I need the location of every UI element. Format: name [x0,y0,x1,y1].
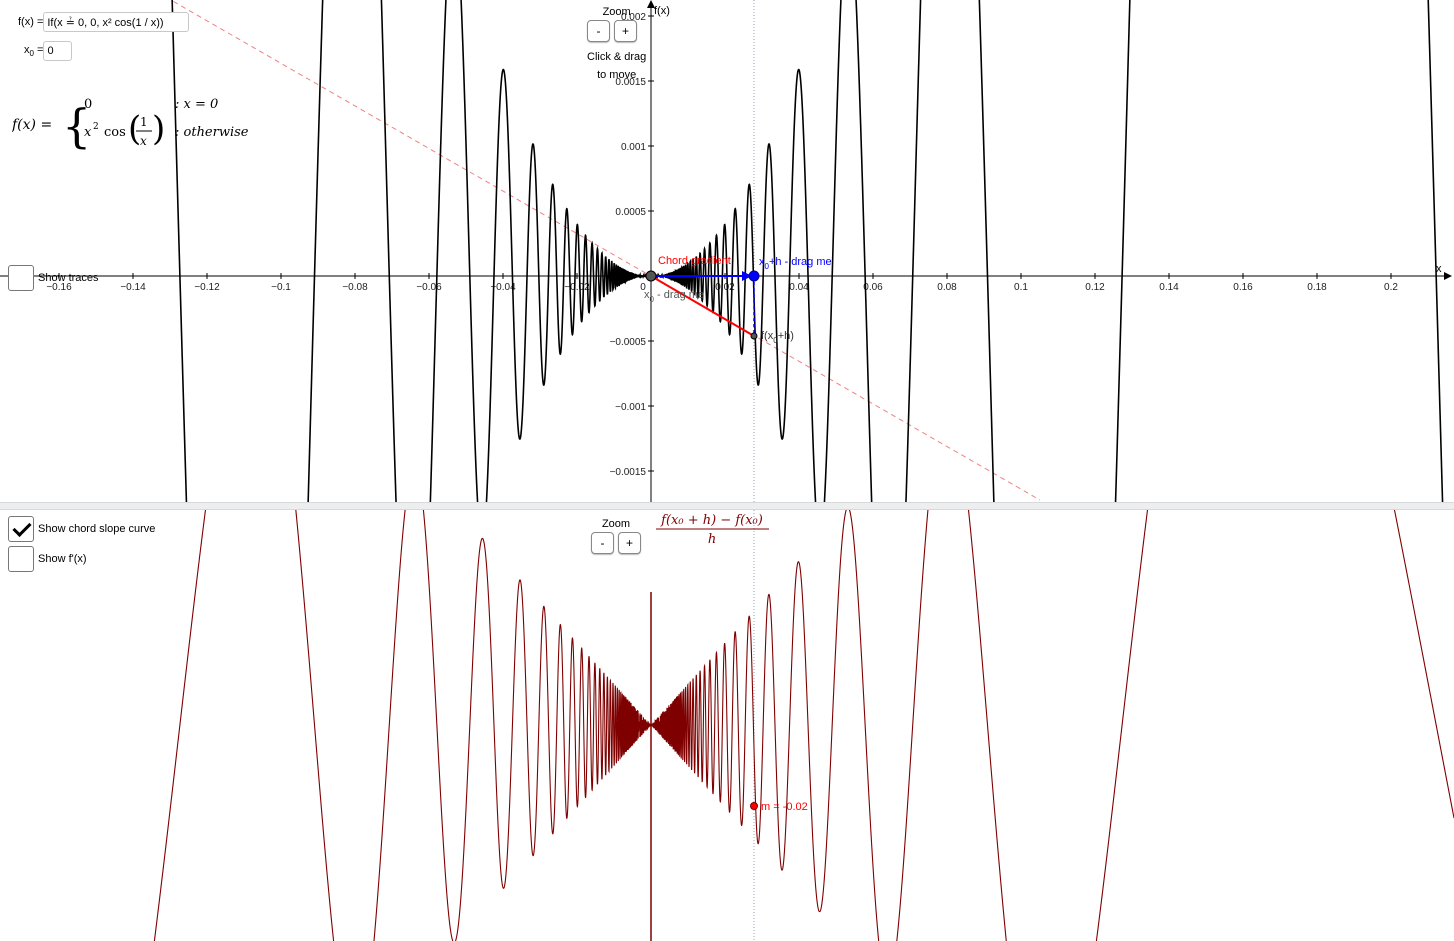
zoom-hint-line2: to move [597,69,637,81]
show-traces-row[interactable]: Show traces [8,265,99,291]
formula-case2-exp: 2 [93,122,99,132]
formula-frac-den: x [140,134,147,148]
top-graph-canvas[interactable]: −0.16 −0.14 −0.12 −0.1 −0.08 −0.06 −0.04 −0.02 0… [0,0,1454,502]
show-fprime-row[interactable]: Show f'(x) [8,546,87,572]
x0-point[interactable] [645,270,657,282]
x-axis-arrow [1444,272,1452,280]
show-chord-slope-row[interactable]: Show chord slope curve [8,516,155,542]
graphics-view-top[interactable]: −0.16 −0.14 −0.12 −0.1 −0.08 −0.06 −0.04 −0.02 0… [0,0,1454,502]
x-tick-label: 0.18 [1307,282,1327,293]
x-tick-label: 0.04 [789,282,809,293]
y-axis-arrow [647,0,655,8]
show-fprime-label: Show f'(x) [38,553,87,565]
x0-input-row: x0 = [24,41,73,61]
y-tick-label: 0.0015 [615,77,646,88]
y-tick-label: 0.002 [621,12,646,23]
function-input-label: f(x) = [18,16,44,28]
x-tick-label: 0.16 [1233,282,1253,293]
x-tick-label: 0.08 [937,282,957,293]
y-axis-label: f(x) [654,5,670,17]
x-tick-label: 0.06 [863,282,883,293]
top-zoom-in-button[interactable]: + [614,20,637,42]
h-arrow-head [742,271,752,281]
formula-paren-right: ) [152,109,165,149]
chord-slope-title-den: h [708,532,716,547]
chord-slope-curve [153,510,1454,941]
formula-case1-cond: : x = 0 [175,97,218,112]
x-tick-label: 0.2 [1384,282,1398,293]
x0h-drag-label: x0+h - drag me [759,256,832,271]
x-tick-label: −0.04 [490,282,516,293]
x0-plus-h-point[interactable] [748,270,760,282]
formula-frac-num: 1 [140,115,148,129]
chord-slope-title-num: f(x₀ + h) − f(x₀) [660,513,763,528]
formula-case2-cos: cos [104,125,126,140]
y-tick-label: 0.001 [621,142,646,153]
show-traces-checkbox[interactable] [8,265,34,291]
slope-m-label: m = -0.02 [761,801,808,813]
x-tick-label: 0 [640,282,646,293]
slope-point[interactable] [750,802,758,810]
y-tick-label: −0.0005 [610,337,647,348]
chord-gradient-label: Chord gradient [658,255,731,267]
show-chord-slope-checkbox[interactable] [8,516,34,542]
top-zoom-out-button[interactable]: - [587,20,610,42]
bottom-zoom-label: Zoom [601,518,631,530]
top-zoom-label: Zoom [602,6,631,18]
zoom-hint-line1: Click & drag [587,51,647,63]
x-tick-label: 0.02 [715,282,735,293]
f-x0-plus-h-point [750,332,758,340]
x-tick-label: −0.14 [120,282,146,293]
graphics-view-bottom[interactable]: m = -0.02 f(x₀ + h) − f(x₀) h Zoom - + S… [0,510,1454,941]
formula-lhs: f(x) = [12,117,52,133]
x0-input[interactable] [43,41,73,61]
y-tick-label: −0.0015 [610,467,647,478]
top-zoom-control: Zoom - + Click & drag to move [587,6,646,84]
x-tick-label: −0.06 [416,282,442,293]
show-fprime-checkbox[interactable] [8,546,34,572]
formula-paren-left: ( [128,109,141,149]
x0-drag-label: x0 - drag me [644,289,704,304]
function-input[interactable] [43,12,190,32]
function-curve [171,0,1444,502]
x0-input-label: x0 = [24,43,44,59]
formula-case2-x: x [84,125,92,140]
show-traces-label: Show traces [38,272,99,284]
x-tick-label: 0.1 [1014,282,1028,293]
bottom-zoom-out-button[interactable]: - [591,532,614,554]
y-tick-label: 0.0005 [615,207,646,218]
top-tick-labels: −0.16 −0.14 −0.12 −0.1 −0.08 −0.06 −0.04 −0.02 0… [46,12,1398,478]
bottom-zoom-in-button[interactable]: + [618,532,641,554]
show-chord-slope-label: Show chord slope curve [38,523,156,535]
function-input-row: f(x) = [18,12,190,32]
top-zoom-hint: Click & drag to move [587,48,646,84]
x-tick-label: −0.12 [194,282,220,293]
x-tick-label: −0.02 [564,282,590,293]
tangent-dashed-line [169,0,1041,501]
formula-case1-value: 0 [84,97,92,112]
bottom-zoom-control: Zoom - + [591,518,641,554]
y-tick-label: −0.001 [615,402,646,413]
x-tick-label: −0.16 [46,282,72,293]
f-x0h-label: f(x0+h) [761,330,794,345]
x-tick-label: −0.08 [342,282,368,293]
formula-display: f(x) = { 0 : x = 0 x 2 cos ( 1 x ) : oth… [11,90,252,157]
chord-segment [650,275,755,337]
panel-divider[interactable] [0,502,1454,510]
formula-case2-cond: : otherwise [175,125,249,140]
x-axis-label: x [1436,263,1442,275]
bottom-graph-canvas[interactable]: m = -0.02 f(x₀ + h) − f(x₀) h [0,510,1454,941]
x-tick-label: 0.12 [1085,282,1105,293]
formula-svg: f(x) = { 0 : x = 0 x 2 cos ( 1 x ) : oth… [11,97,249,153]
x-tick-label: 0.14 [1159,282,1179,293]
formula-brace: { [62,99,91,153]
x-tick-label: −0.1 [271,282,291,293]
